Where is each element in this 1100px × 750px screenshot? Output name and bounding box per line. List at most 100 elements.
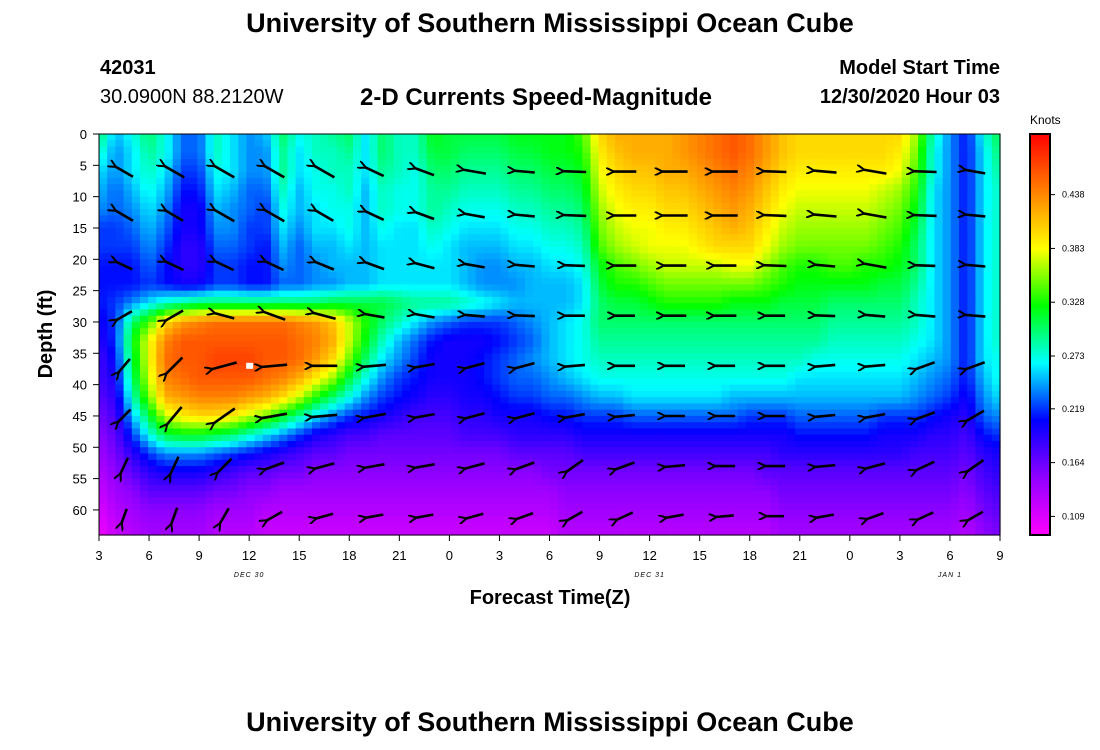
- heatmap-cell: [189, 384, 198, 392]
- heatmap-cell: [246, 140, 256, 148]
- heatmap-cell: [639, 240, 649, 248]
- heatmap-cell: [885, 140, 895, 148]
- heatmap-cell: [844, 215, 854, 223]
- heatmap-cell: [99, 202, 108, 210]
- heatmap-cell: [410, 409, 420, 417]
- heatmap-cell: [352, 246, 362, 254]
- heatmap-cell: [787, 278, 796, 285]
- heatmap-cell: [361, 265, 370, 273]
- heatmap-cell: [565, 340, 575, 348]
- heatmap-cell: [803, 165, 813, 173]
- heatmap-cell: [672, 315, 682, 323]
- heatmap-cell: [688, 134, 698, 141]
- heatmap-cell: [139, 284, 149, 292]
- heatmap-cell: [778, 321, 788, 329]
- heatmap-cell: [926, 390, 936, 398]
- heatmap-cell: [975, 259, 985, 267]
- heatmap-cell: [852, 321, 862, 329]
- heatmap-cell: [967, 365, 977, 373]
- heatmap-cell: [467, 190, 477, 198]
- heatmap-cell: [361, 152, 370, 160]
- heatmap-cell: [107, 190, 116, 198]
- heatmap-cell: [500, 177, 510, 185]
- heatmap-cell: [131, 259, 141, 267]
- heatmap-cell: [336, 347, 346, 354]
- heatmap-cell: [688, 177, 698, 185]
- heatmap-cell: [901, 165, 911, 173]
- heatmap-cell: [123, 159, 133, 166]
- heatmap-cell: [615, 171, 624, 179]
- heatmap-cell: [967, 196, 977, 204]
- heatmap-cell: [377, 227, 387, 235]
- heatmap-cell: [377, 303, 387, 311]
- heatmap-cell: [942, 159, 952, 166]
- heatmap-cell: [549, 334, 559, 342]
- heatmap-cell: [189, 146, 198, 154]
- heatmap-cell: [311, 177, 321, 185]
- heatmap-cell: [541, 397, 551, 405]
- heatmap-cell: [778, 234, 788, 242]
- heatmap-cell: [213, 296, 223, 304]
- heatmap-cell: [197, 259, 207, 267]
- heatmap-cell: [377, 403, 387, 411]
- heatmap-cell: [197, 253, 207, 260]
- heatmap-cell: [598, 165, 608, 173]
- heatmap-cell: [827, 384, 837, 392]
- heatmap-cell: [238, 152, 248, 160]
- heatmap-cell: [123, 390, 133, 398]
- heatmap-cell: [262, 202, 272, 210]
- heatmap-cell: [492, 321, 501, 329]
- heatmap-cell: [385, 409, 395, 417]
- heatmap-cell: [533, 227, 542, 235]
- heatmap-cell: [107, 365, 116, 373]
- heatmap-cell: [418, 152, 428, 160]
- heatmap-cell: [991, 265, 1001, 273]
- heatmap-cell: [778, 190, 788, 198]
- heatmap-cell: [901, 378, 911, 386]
- heatmap-cell: [139, 278, 149, 285]
- heatmap-cell: [803, 134, 813, 141]
- heatmap-cell: [262, 234, 272, 242]
- heatmap-cell: [475, 202, 485, 210]
- heatmap-cell: [967, 165, 977, 173]
- heatmap-cell: [705, 253, 714, 260]
- heatmap-cell: [909, 159, 919, 166]
- heatmap-cell: [287, 409, 297, 417]
- heatmap-cell: [885, 309, 895, 317]
- heatmap-cell: [369, 146, 379, 154]
- heatmap-cell: [893, 165, 903, 173]
- heatmap-cell: [320, 246, 329, 254]
- heatmap-cell: [197, 190, 207, 198]
- heatmap-cell: [885, 202, 895, 210]
- heatmap-cell: [696, 397, 706, 405]
- heatmap-cell: [377, 296, 387, 304]
- heatmap-cell: [385, 134, 395, 141]
- heatmap-cell: [754, 234, 764, 242]
- heatmap-cell: [287, 328, 297, 336]
- heatmap-cell: [655, 284, 665, 292]
- heatmap-cell: [344, 246, 354, 254]
- heatmap-cell: [172, 315, 182, 323]
- heatmap-cell: [565, 240, 575, 248]
- heatmap-cell: [991, 246, 1001, 254]
- heatmap-cell: [426, 234, 436, 242]
- heatmap-cell: [877, 190, 886, 198]
- heatmap-cell: [565, 309, 575, 317]
- heatmap-cell: [328, 415, 338, 423]
- heatmap-cell: [139, 209, 149, 217]
- heatmap-cell: [967, 202, 977, 210]
- heatmap-cell: [344, 271, 354, 279]
- heatmap-cell: [623, 384, 633, 392]
- heatmap-cell: [189, 359, 198, 367]
- heatmap-cell: [549, 296, 559, 304]
- heatmap-cell: [262, 340, 272, 348]
- heatmap-cell: [696, 209, 706, 217]
- heatmap-cell: [893, 259, 903, 267]
- heatmap-cell: [393, 372, 403, 379]
- heatmap-cell: [238, 409, 248, 417]
- heatmap-cell: [172, 171, 182, 179]
- heatmap-cell: [983, 271, 993, 279]
- heatmap-cell: [770, 347, 780, 354]
- heatmap-cell: [664, 265, 673, 273]
- heatmap-cell: [418, 353, 428, 361]
